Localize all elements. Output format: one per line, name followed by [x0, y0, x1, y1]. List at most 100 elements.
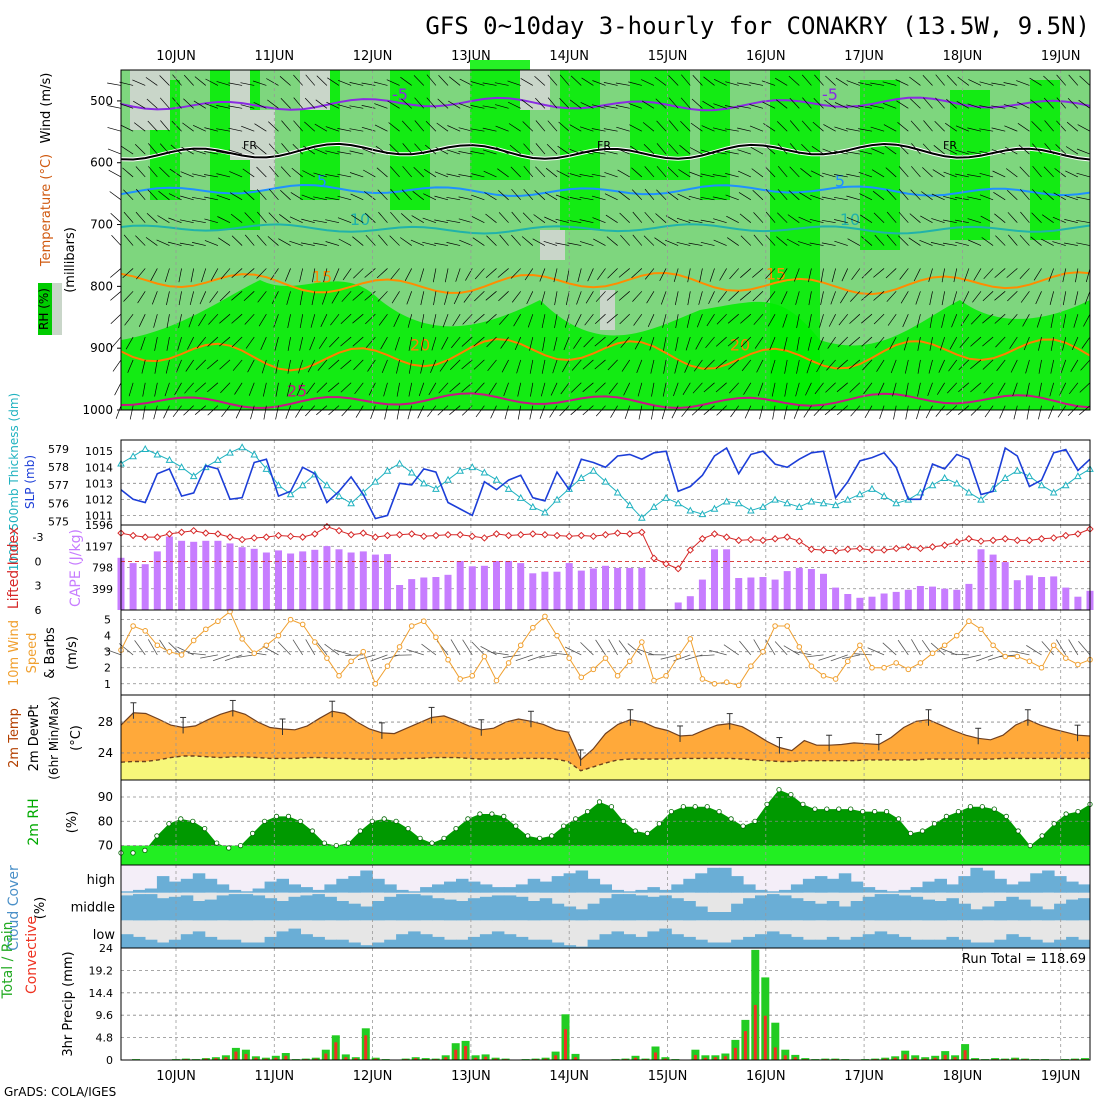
- precip-tick-label: 24: [99, 942, 113, 955]
- cloud-middle-bar: [444, 900, 457, 921]
- wind-speed-point: [131, 624, 136, 629]
- cloud-middle-bar: [420, 895, 433, 920]
- cloud-middle-bar: [564, 907, 577, 921]
- rh-tick-label: 80: [98, 814, 113, 828]
- wind-speed-point: [615, 673, 620, 678]
- upper-wind-barb: [109, 170, 121, 177]
- cloud-middle-bar: [384, 897, 397, 921]
- cloud-middle-bar: [731, 904, 744, 921]
- cloud-middle-bar: [623, 894, 636, 920]
- cloud-middle-bar: [779, 895, 792, 920]
- rh-dry-area: [520, 70, 550, 110]
- wind-speed-point: [676, 654, 681, 659]
- rh-point: [382, 817, 386, 821]
- thickness-point: [239, 444, 245, 450]
- li-point: [603, 532, 609, 538]
- cape-bar: [142, 564, 149, 610]
- cloud-middle-bar: [432, 898, 445, 920]
- wind-speed-point: [579, 675, 584, 680]
- cape-bar: [990, 555, 997, 610]
- li-point: [215, 531, 221, 537]
- wind-speed-point: [1027, 659, 1032, 664]
- thickness-point: [481, 470, 487, 476]
- cloud-low-bar: [324, 940, 337, 948]
- wind-speed-point: [288, 617, 293, 622]
- cloud-high-bar: [623, 891, 636, 892]
- rh-point: [227, 846, 231, 850]
- wind-speed-point: [385, 664, 390, 669]
- cloud-middle-bar: [289, 897, 302, 921]
- cloud-high-bar: [348, 876, 361, 893]
- rh-point: [873, 809, 877, 813]
- li-point: [1014, 537, 1020, 543]
- li-point: [360, 530, 366, 536]
- rh-moist-area: [700, 70, 730, 200]
- cloud-high-bar: [396, 890, 409, 893]
- li-point: [627, 531, 633, 537]
- cloud-low-bar: [839, 940, 852, 948]
- cloud-middle-bar: [1006, 897, 1019, 921]
- rh-point: [609, 805, 613, 809]
- wind-speed-point: [446, 657, 451, 662]
- rh-axis-label: RH (%): [37, 288, 51, 330]
- wind-speed-point: [482, 654, 487, 659]
- slp-tick-label: 1013: [85, 477, 113, 490]
- surface-wind-barb: [775, 642, 787, 655]
- rh-point: [956, 809, 960, 813]
- surface-wind-barb: [539, 655, 557, 658]
- thickness-tick-label: 576: [48, 497, 69, 510]
- cape-bar: [796, 568, 803, 610]
- li-point: [251, 535, 257, 541]
- cloud-low-bar: [241, 943, 254, 949]
- wind-speed-point: [1076, 662, 1081, 667]
- upper-wind-barb: [112, 235, 122, 245]
- surface-wind-barb: [963, 655, 981, 659]
- li-point: [312, 531, 318, 537]
- li-point: [833, 548, 839, 554]
- li-point: [590, 533, 596, 539]
- rh-point: [538, 836, 542, 840]
- cloud-middle-bar: [1054, 904, 1067, 921]
- cloud-high-bar: [600, 884, 613, 892]
- li-point: [239, 537, 245, 543]
- cape-bar: [1038, 577, 1045, 610]
- wind-speed-point: [821, 673, 826, 678]
- cloud-low-bar: [588, 940, 601, 948]
- rh-point: [837, 807, 841, 811]
- cape-bar: [844, 594, 851, 610]
- cape-bar: [299, 551, 306, 610]
- surface-wind-barb: [854, 654, 872, 655]
- cape-bar: [735, 578, 742, 610]
- precip-convective-bar: [784, 1055, 787, 1060]
- cloud-low-bar: [157, 943, 170, 949]
- rh-point: [1004, 814, 1008, 818]
- cloud-low-bar: [671, 934, 684, 948]
- surface-wind-barb: [200, 655, 218, 658]
- li-point: [615, 530, 621, 536]
- wind-speed-point: [337, 673, 342, 678]
- cape-bar: [227, 543, 234, 610]
- rh-point: [980, 805, 984, 809]
- bottom-day-label: 17JUN: [844, 1069, 884, 1084]
- cape-bar: [311, 550, 318, 610]
- cape-bar: [711, 549, 718, 610]
- cloud-middle-bar: [540, 898, 553, 920]
- cloud-high-bar: [719, 868, 732, 893]
- precip-tick-label: 4.8: [96, 1032, 114, 1045]
- cape-bar: [517, 563, 524, 610]
- wind-speed-point: [397, 645, 402, 650]
- cloud-middle-bar: [169, 897, 182, 921]
- cloud-low-bar: [719, 943, 732, 949]
- cloud-low-bar: [492, 931, 505, 948]
- cloud-low-bar: [420, 934, 433, 948]
- cloud-high-bar: [420, 887, 433, 893]
- temp-axis-label-3: (6hr Min/Max): [47, 696, 61, 780]
- wind-speed-point: [882, 665, 887, 670]
- cloud-middle-bar: [707, 912, 720, 920]
- li-point: [506, 533, 512, 539]
- precip-convective-bar: [764, 1016, 767, 1060]
- precip-convective-bar: [244, 1054, 247, 1060]
- wind-speed-point: [603, 656, 608, 661]
- wind-speed-point: [954, 633, 959, 638]
- cape-bar: [336, 549, 343, 610]
